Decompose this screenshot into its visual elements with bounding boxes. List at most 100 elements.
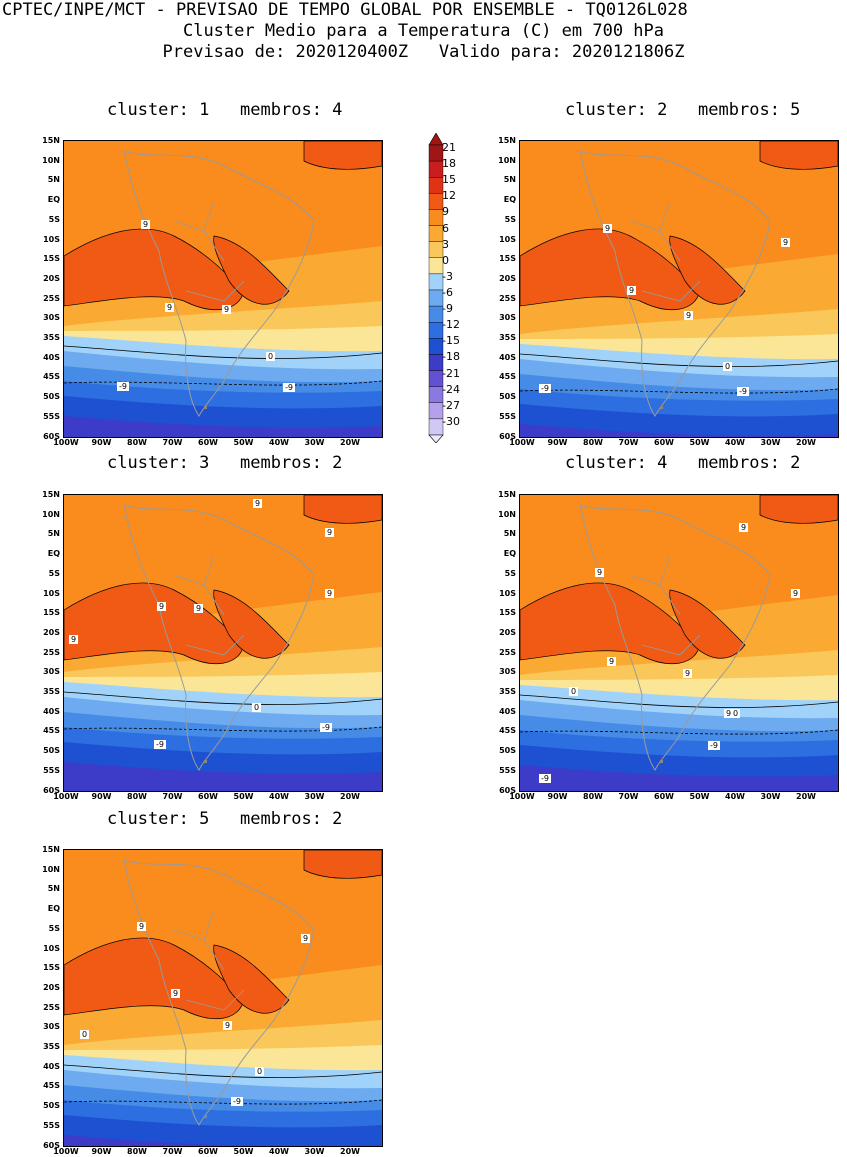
header-title: CPTEC/INPE/MCT - PREVISAO DE TEMPO GLOBA…	[2, 0, 688, 20]
colorbar-label: 21	[442, 141, 456, 154]
colorbar-swatch	[428, 289, 444, 307]
longitude-tick-label: 20W	[796, 792, 816, 801]
longitude-tick-label: 40W	[725, 438, 745, 447]
longitude-tick-label: 20W	[796, 438, 816, 447]
latitude-tick-label: 5S	[504, 568, 516, 578]
longitude-tick-label: 60W	[654, 792, 674, 801]
longitude-tick-label: 70W	[618, 438, 639, 447]
longitude-tick-label: 50W	[233, 438, 254, 447]
latitude-tick-label: 5S	[48, 923, 60, 933]
latitude-tick-label: 35S	[43, 1042, 60, 1051]
colorbar-label: -24	[442, 382, 460, 396]
latitude-tick-label: 45S	[43, 1081, 60, 1091]
colorbar-swatch	[428, 209, 444, 226]
temperature-map	[519, 140, 839, 438]
contour-label: 9	[595, 568, 605, 577]
latitude-tick-label: 30S	[43, 1022, 60, 1032]
latitude-tick-label: 45S	[43, 726, 60, 736]
longitude-tick-label: 100W	[53, 438, 79, 447]
longitude-tick-label: 90W	[547, 438, 568, 447]
latitude-tick-label: 25S	[499, 647, 516, 657]
colorbar-swatch	[428, 402, 444, 420]
longitude-tick-label: 50W	[689, 438, 710, 447]
contour-label: 9	[739, 523, 749, 532]
contour-label: 9	[69, 635, 79, 644]
latitude-tick-label: EQ	[503, 195, 516, 205]
contour-label: 0	[252, 703, 262, 712]
latitude-tick-label: 15N	[42, 845, 60, 854]
longitude-tick-label: 50W	[233, 792, 254, 801]
longitude-tick-label: 100W	[53, 792, 79, 801]
colorbar-label: -9	[442, 302, 453, 316]
map-graphic	[64, 141, 382, 437]
latitude-tick-label: 35S	[43, 687, 60, 696]
latitude-tick-label: 10S	[43, 234, 60, 244]
map-graphic	[520, 141, 838, 437]
longitude-tick-label: 80W	[127, 792, 147, 801]
latitude-tick-label: 60S	[499, 431, 516, 441]
latitude-tick-label: EQ	[503, 549, 516, 559]
longitude-tick-label: 30W	[304, 1147, 325, 1156]
contour-label: 0	[80, 1030, 90, 1039]
latitude-tick-label: 10N	[42, 155, 60, 165]
latitude-tick-label: 45S	[499, 372, 516, 382]
latitude-tick-label: 35S	[499, 687, 516, 696]
longitude-tick-label: 40W	[269, 438, 289, 447]
panel-title: cluster: 2 membros: 5	[565, 100, 801, 120]
latitude-tick-label: 40S	[43, 352, 60, 362]
latitude-tick-label: 60S	[43, 431, 60, 441]
longitude-tick-label: 60W	[198, 1147, 218, 1156]
contour-label: 9	[325, 589, 335, 598]
longitude-tick-label: 70W	[618, 792, 639, 801]
latitude-tick-label: 45S	[43, 372, 60, 382]
latitude-tick-label: EQ	[47, 549, 60, 559]
temperature-map	[519, 494, 839, 792]
contour-label: 9	[791, 589, 801, 598]
latitude-tick-label: 25S	[43, 647, 60, 657]
colorbar-swatch	[428, 338, 444, 355]
colorbar-label: -3	[442, 269, 453, 283]
temperature-map	[63, 140, 383, 438]
latitude-tick-label: 5N	[47, 529, 60, 539]
longitude-tick-label: 40W	[269, 792, 289, 801]
longitude-tick-label: 80W	[127, 438, 147, 447]
latitude-tick-label: 55S	[499, 411, 516, 421]
header-dates: Previsao de: 2020120400Z Valido para: 20…	[162, 42, 685, 62]
latitude-tick-label: 40S	[43, 1061, 60, 1071]
longitude-tick-label: 50W	[689, 792, 710, 801]
longitude-tick-label: 100W	[509, 438, 535, 447]
contour-label: 0	[266, 352, 276, 361]
longitude-tick-label: 40W	[725, 792, 745, 801]
longitude-tick-label: 70W	[162, 1147, 183, 1156]
longitude-tick-label: 80W	[583, 792, 603, 801]
latitude-tick-label: 30S	[43, 313, 60, 323]
latitude-tick-label: 35S	[499, 333, 516, 342]
contour-label: 9	[781, 238, 791, 247]
colorbar-label: -15	[442, 334, 460, 348]
longitude-tick-label: 100W	[53, 1147, 79, 1156]
latitude-tick-label: 10N	[42, 509, 60, 519]
latitude-tick-label: 50S	[43, 746, 60, 756]
longitude-tick-label: 30W	[760, 792, 781, 801]
latitude-tick-label: 50S	[43, 1101, 60, 1111]
latitude-tick-label: 10N	[498, 509, 516, 519]
latitude-tick-label: 10S	[43, 943, 60, 953]
panel-title: cluster: 5 membros: 2	[107, 809, 343, 829]
latitude-tick-label: EQ	[47, 904, 60, 914]
latitude-tick-label: 50S	[43, 392, 60, 402]
latitude-tick-label: 55S	[43, 1120, 60, 1130]
latitude-tick-label: 10N	[498, 155, 516, 165]
contour-label: 9	[603, 224, 613, 233]
longitude-tick-label: 90W	[91, 792, 112, 801]
latitude-tick-label: 20S	[43, 273, 60, 283]
panel-title: cluster: 4 membros: 2	[565, 453, 801, 473]
colorbar-label: 6	[442, 221, 449, 235]
latitude-tick-label: 15S	[43, 608, 60, 618]
latitude-tick-label: 40S	[43, 706, 60, 716]
colorbar-swatch	[428, 354, 444, 371]
contour-label: -9	[708, 741, 720, 750]
latitude-tick-label: 15N	[42, 136, 60, 145]
contour-label: 9	[684, 311, 694, 320]
colorbar-swatch	[428, 322, 444, 339]
colorbar-swatch	[428, 370, 444, 387]
